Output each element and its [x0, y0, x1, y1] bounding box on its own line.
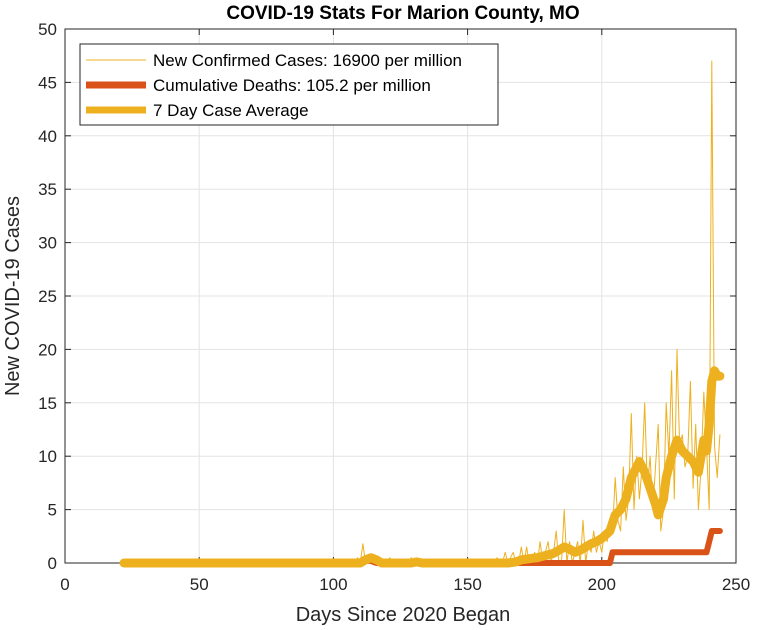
y-tick-label: 25 [38, 287, 57, 306]
axis-ticks: 0 50 100 150 200 250 0 5 10 15 20 25 30 35 40 45 50 [38, 20, 750, 594]
series-group [119, 60, 725, 568]
series-line-7-day-average [119, 366, 725, 568]
y-tick-label: 35 [38, 180, 57, 199]
x-axis-label: Days Since 2020 Began [296, 604, 511, 626]
x-tick-label: 0 [60, 575, 69, 594]
legend-label-deaths: Cumulative Deaths: 105.2 per million [153, 76, 431, 95]
y-tick-label: 5 [48, 501, 57, 520]
y-tick-label: 45 [38, 73, 57, 92]
legend-label-new-cases: New Confirmed Cases: 16900 per million [153, 51, 462, 70]
legend-box [79, 43, 499, 126]
y-tick-label: 50 [38, 20, 57, 39]
x-tick-label: 150 [453, 575, 481, 594]
chart-title: COVID-19 Stats For Marion County, MO [226, 3, 579, 24]
y-tick-label: 40 [38, 127, 57, 146]
y-tick-label: 30 [38, 234, 57, 253]
legend: New Confirmed Cases: 16900 per million C… [79, 43, 499, 126]
x-tick-label: 50 [190, 575, 209, 594]
legend-label-average: 7 Day Case Average [153, 101, 309, 120]
y-tick-label: 0 [48, 554, 57, 573]
y-tick-label: 15 [38, 394, 57, 413]
y-tick-label: 10 [38, 447, 57, 466]
x-tick-label: 100 [319, 575, 347, 594]
x-tick-label: 250 [722, 575, 750, 594]
y-tick-label: 20 [38, 340, 57, 359]
y-axis-label: New COVID-19 Cases [2, 196, 24, 396]
x-tick-label: 200 [588, 575, 616, 594]
